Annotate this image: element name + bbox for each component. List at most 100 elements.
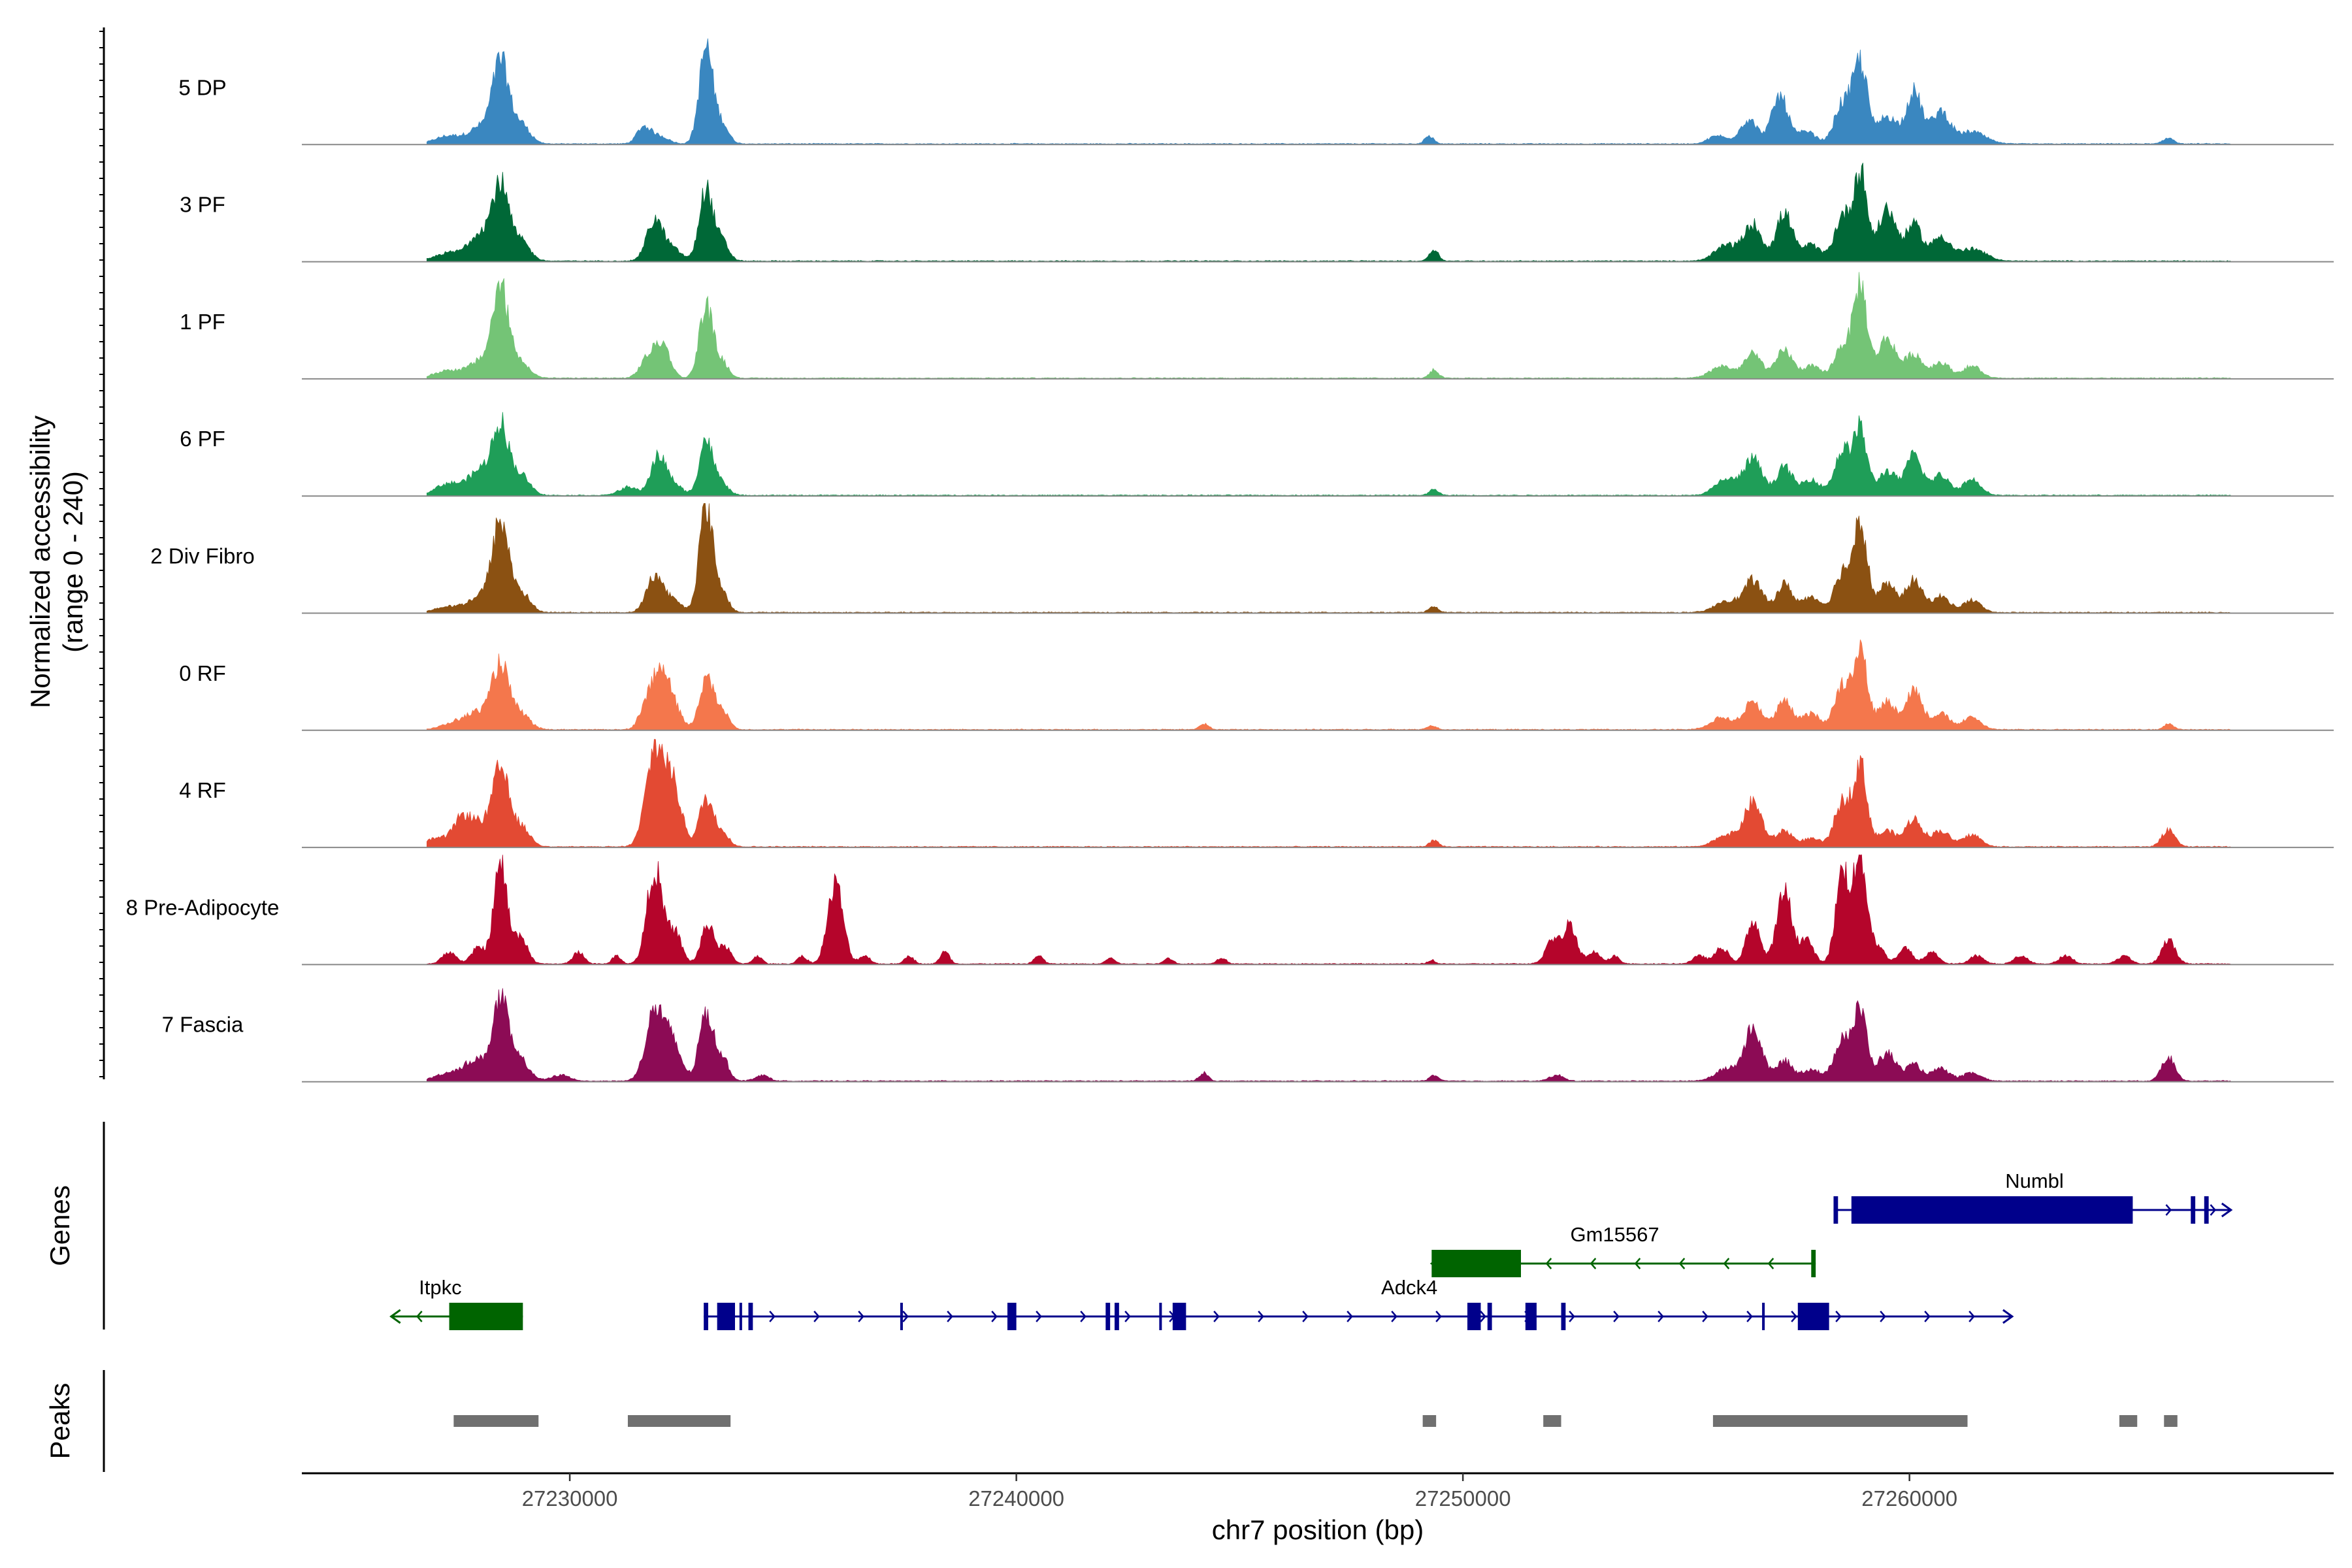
peak-region — [2119, 1415, 2138, 1427]
gene-exon — [1851, 1196, 2133, 1224]
peak-region — [1712, 1415, 1968, 1427]
gene-label: Gm15567 — [1570, 1223, 1659, 1246]
track-label: 0 RF — [179, 661, 226, 685]
x-tick-label: 27230000 — [522, 1486, 618, 1511]
coverage-area — [427, 38, 2232, 145]
strand-arrow — [1880, 1311, 1886, 1322]
track-6-pf: 6 PF — [180, 412, 2334, 497]
gene-exon — [1431, 1250, 1521, 1277]
strand-arrow — [1658, 1311, 1664, 1322]
strand-arrow — [1480, 1311, 1486, 1322]
gene-exon — [900, 1303, 903, 1330]
gene-end-arrow — [2002, 1309, 2014, 1324]
peak-region — [627, 1415, 731, 1427]
gene-exon — [1833, 1196, 1838, 1224]
strand-arrow — [1702, 1311, 1708, 1322]
gene-exon — [1525, 1303, 1537, 1330]
strand-arrow — [1391, 1311, 1397, 1322]
peak-regions — [453, 1415, 2178, 1427]
track-0-rf: 0 RF — [179, 639, 2334, 731]
peak-region — [453, 1415, 539, 1427]
gene-label: Itpkc — [419, 1276, 461, 1299]
strand-arrow — [1258, 1311, 1264, 1322]
coverage-area — [427, 639, 2232, 731]
strand-arrow — [2165, 1204, 2172, 1216]
gene-exon — [739, 1303, 742, 1330]
gene-exon — [1811, 1250, 1816, 1277]
strand-arrow — [1746, 1311, 1753, 1322]
strand-arrow — [1545, 1258, 1552, 1269]
strand-arrow — [1835, 1311, 1842, 1322]
strand-arrow — [1569, 1311, 1575, 1322]
track-label: 4 RF — [179, 778, 226, 802]
gene-exon — [1561, 1303, 1566, 1330]
track-2-div-fibro: 2 Div Fibro — [150, 503, 2334, 614]
track-label: 2 Div Fibro — [150, 544, 255, 568]
gene-itpkc: Itpkc — [389, 1276, 523, 1330]
x-tick-label: 27260000 — [1861, 1486, 1957, 1511]
strand-arrow — [1767, 1258, 1774, 1269]
coverage-area — [427, 854, 2232, 965]
gene-exon — [1797, 1303, 1829, 1330]
peak-region — [1422, 1415, 1437, 1427]
y-axis-range-label: (range 0 - 240) — [57, 471, 88, 653]
x-tick-label: 27250000 — [1415, 1486, 1511, 1511]
track-5-dp: 5 DP — [178, 38, 2334, 146]
strand-arrow — [1590, 1258, 1597, 1269]
track-label: 1 PF — [180, 310, 225, 334]
genes-track-label: Genes — [44, 1185, 75, 1266]
gene-label: Adck4 — [1381, 1276, 1437, 1299]
strand-arrow — [1924, 1311, 1931, 1322]
gene-exon — [704, 1303, 708, 1330]
peak-region — [2164, 1415, 2178, 1427]
strand-arrow — [2210, 1204, 2217, 1216]
gene-end-arrow — [389, 1309, 401, 1324]
strand-arrow — [902, 1311, 909, 1322]
track-8-pre-adipocyte: 8 Pre-Adipocyte — [126, 854, 2334, 966]
strand-arrow — [1347, 1311, 1353, 1322]
gene-exon — [1159, 1303, 1162, 1330]
gene-adck4: Adck4 — [704, 1276, 2014, 1330]
track-label: 7 Fascia — [162, 1013, 244, 1037]
track-label: 8 Pre-Adipocyte — [126, 895, 280, 919]
coverage-area — [427, 988, 2232, 1083]
gene-exon — [1115, 1303, 1119, 1330]
coverage-area — [427, 163, 2232, 262]
peak-region — [1543, 1415, 1561, 1427]
track-3-pf: 3 PF — [180, 163, 2334, 263]
track-4-rf: 4 RF — [179, 739, 2334, 849]
track-label: 5 DP — [178, 75, 226, 99]
x-tick-label: 27240000 — [968, 1486, 1064, 1511]
strand-arrow — [1678, 1258, 1686, 1269]
strand-arrow — [1124, 1311, 1131, 1322]
gene-numbl: Numbl — [1833, 1169, 2233, 1224]
strand-arrow — [1302, 1311, 1309, 1322]
coverage-tracks: 5 DP 3 PF 1 PF 6 PF 2 Div Fibro 0 RF 4 RF 8 Pre… — [126, 38, 2334, 1083]
coverage-area — [427, 412, 2232, 497]
gene-gm15567: Gm15567 — [1429, 1223, 1816, 1277]
strand-arrow — [1968, 1311, 1975, 1322]
strand-arrow — [769, 1311, 776, 1322]
strand-arrow — [1634, 1258, 1641, 1269]
strand-arrow — [1080, 1311, 1086, 1322]
strand-arrow — [1435, 1311, 1442, 1322]
strand-arrow — [947, 1311, 953, 1322]
gene-annotations: Itpkc Adck4 Gm15567 Numbl — [389, 1169, 2233, 1330]
gene-exon — [748, 1303, 753, 1330]
gene-exon — [2191, 1196, 2196, 1224]
y-axis-title: Normalized accessibility — [25, 416, 56, 708]
coverage-area — [427, 739, 2232, 848]
gene-exon — [1105, 1303, 1111, 1330]
strand-arrow — [1791, 1311, 1797, 1322]
strand-arrow — [858, 1311, 864, 1322]
coverage-area — [427, 272, 2232, 380]
coverage-y-axis — [99, 27, 105, 1079]
strand-arrow — [416, 1311, 423, 1322]
gene-label: Numbl — [2005, 1169, 2064, 1192]
track-1-pf: 1 PF — [180, 272, 2334, 380]
strand-arrow — [1036, 1311, 1042, 1322]
gene-exon — [1467, 1303, 1481, 1330]
gene-exon — [1762, 1303, 1765, 1330]
